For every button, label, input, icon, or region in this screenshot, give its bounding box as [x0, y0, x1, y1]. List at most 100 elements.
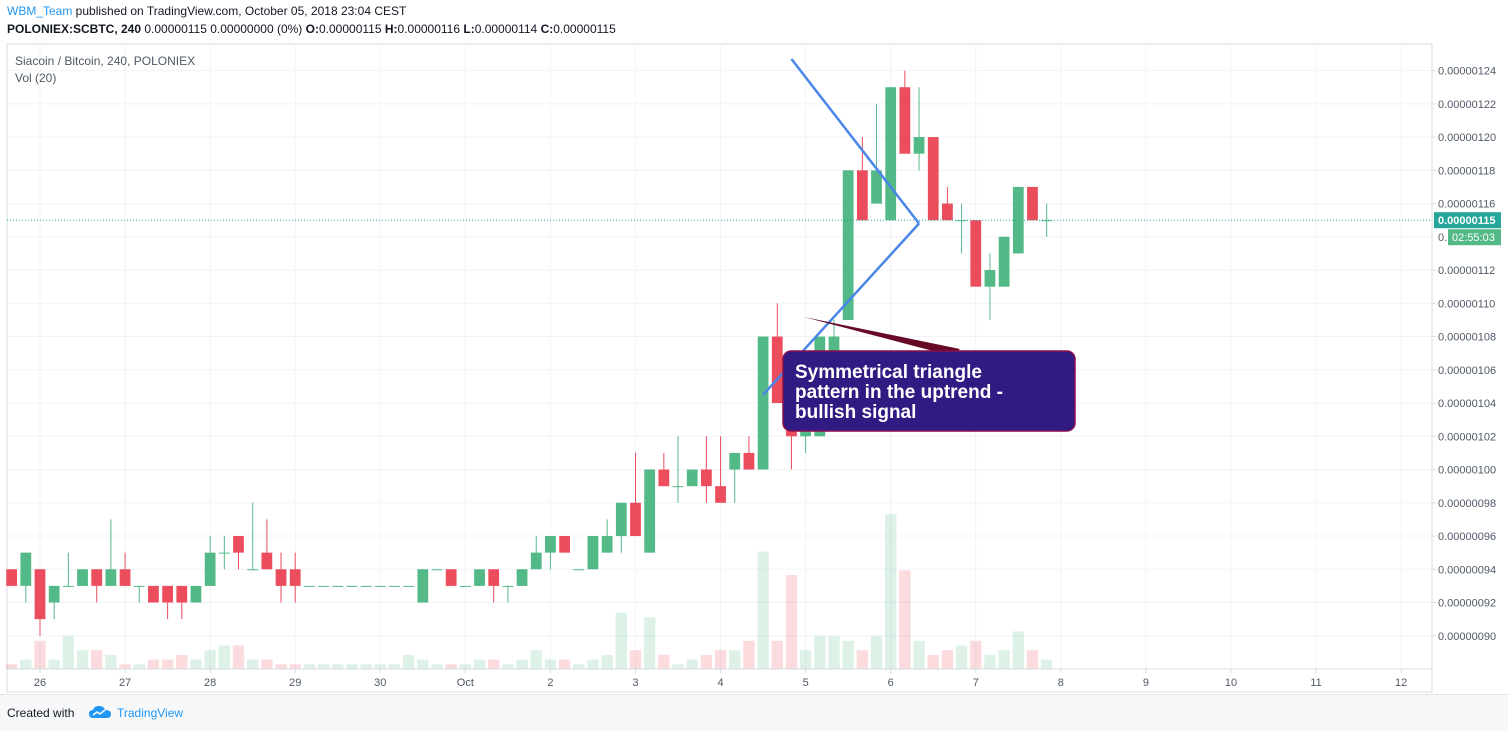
candle-body[interactable] [403, 585, 415, 587]
candle-body[interactable] [729, 452, 741, 470]
volume-bar [5, 664, 18, 669]
candle-body[interactable] [998, 236, 1010, 287]
candle-body[interactable] [658, 469, 670, 487]
pointer-arrow[interactable] [804, 317, 960, 356]
candle-body[interactable] [856, 170, 868, 221]
candle-body[interactable] [615, 502, 627, 537]
candle-body[interactable] [48, 585, 60, 603]
candle-body[interactable] [601, 536, 613, 553]
candle-body[interactable] [757, 336, 769, 470]
tradingview-cloud-icon [89, 706, 111, 718]
candle-body[interactable] [771, 336, 783, 404]
plot-area[interactable] [6, 43, 1433, 693]
candle-body[interactable] [190, 585, 202, 603]
candle-body[interactable] [899, 87, 911, 154]
candle-body[interactable] [871, 170, 882, 204]
tradingview-brand-link[interactable]: TradingView [117, 706, 184, 720]
candle-body[interactable] [885, 87, 897, 221]
candle-body[interactable] [34, 569, 46, 620]
candle-body[interactable] [913, 137, 925, 154]
candle-body[interactable] [204, 552, 216, 586]
countdown-prefix: 0. [1438, 232, 1447, 244]
candle-body[interactable] [148, 585, 159, 603]
candle-body[interactable] [62, 585, 74, 587]
candle-body[interactable] [304, 585, 315, 587]
triangle-upper-trendline[interactable] [790, 58, 921, 225]
candle-body[interactable] [1027, 186, 1038, 221]
candle-body[interactable] [445, 569, 457, 586]
candle-body[interactable] [715, 486, 726, 503]
candle-body[interactable] [545, 536, 556, 553]
candle-body[interactable] [984, 270, 996, 287]
annotation-pointer[interactable] [804, 317, 960, 356]
candle-body[interactable] [942, 203, 953, 221]
time-tick-label: 28 [204, 677, 216, 689]
candle-body[interactable] [346, 585, 358, 587]
candle-body[interactable] [275, 569, 287, 586]
callout-box[interactable] [782, 350, 1076, 432]
price-tags: 0.00000115 0. 02:55:03 [1434, 212, 1501, 246]
volume-bar [360, 664, 372, 669]
candle-body[interactable] [176, 585, 188, 603]
candle-body[interactable] [332, 585, 344, 587]
candle-body[interactable] [105, 569, 117, 586]
time-axis[interactable]: 26 27 28 29 30 Oct 2 3 4 5 6 7 8 9 10 11 12 [34, 669, 1407, 689]
candle-body[interactable] [530, 552, 542, 570]
candle-body[interactable] [700, 469, 712, 487]
candle-body[interactable] [644, 469, 656, 553]
candle-body[interactable] [474, 569, 485, 586]
volume-bar [913, 640, 925, 669]
candle-body[interactable] [431, 569, 443, 571]
volume-bar [20, 659, 32, 669]
candle-body[interactable] [247, 569, 259, 571]
candle-body[interactable] [842, 170, 854, 320]
candle-body[interactable] [488, 569, 500, 586]
candle-body[interactable] [261, 552, 273, 570]
candle-body[interactable] [559, 536, 570, 553]
candle-body[interactable] [417, 569, 429, 603]
candle-body[interactable] [233, 536, 244, 553]
candle-body[interactable] [459, 585, 471, 587]
candle-body[interactable] [162, 585, 173, 603]
legend-title: Siacoin / Bitcoin, 240, POLONIEX [15, 54, 195, 68]
candle-body[interactable] [360, 585, 372, 587]
candle-body[interactable] [20, 552, 32, 586]
candle-body[interactable] [6, 569, 18, 586]
candle-body[interactable] [516, 569, 528, 586]
volume-bar [629, 650, 642, 669]
time-tick-label: 30 [374, 677, 386, 689]
candle-body[interactable] [672, 486, 684, 488]
candle-body[interactable] [133, 585, 145, 587]
time-tick-label: 5 [803, 677, 809, 689]
price-axis[interactable]: 0.00000090 0.00000092 0.00000094 0.00000096… [1432, 66, 1496, 643]
footer: Created with TradingView [0, 694, 1508, 731]
callout-text-line: Symmetrical triangle [795, 362, 982, 383]
candle-body[interactable] [289, 569, 301, 586]
candle-body[interactable] [374, 585, 386, 587]
candle-body[interactable] [573, 569, 585, 571]
candle-body[interactable] [743, 452, 755, 470]
price-tick-label: 0.00000102 [1438, 431, 1496, 443]
candle-body[interactable] [119, 569, 131, 586]
publish-info: WBM_Team published on TradingView.com, O… [7, 4, 406, 18]
candle-body[interactable] [686, 469, 698, 487]
author-link[interactable]: WBM_Team [7, 4, 73, 18]
candle-body[interactable] [1041, 220, 1053, 222]
volume-bar [587, 659, 599, 669]
candle-body[interactable] [77, 569, 88, 586]
candle-body[interactable] [587, 536, 599, 570]
candle-body[interactable] [630, 502, 641, 537]
candle-body[interactable] [318, 585, 329, 587]
candle-body[interactable] [502, 585, 514, 587]
candle-body[interactable] [389, 585, 400, 587]
candle-body[interactable] [218, 552, 230, 554]
candle-body[interactable] [970, 220, 982, 287]
candle-body[interactable] [91, 569, 103, 586]
volume-bar [62, 636, 75, 669]
published-text: published on TradingView.com, October 05… [72, 4, 407, 18]
candle-body[interactable] [927, 137, 939, 221]
candle-body[interactable] [828, 336, 840, 354]
volume-bar [601, 654, 613, 669]
